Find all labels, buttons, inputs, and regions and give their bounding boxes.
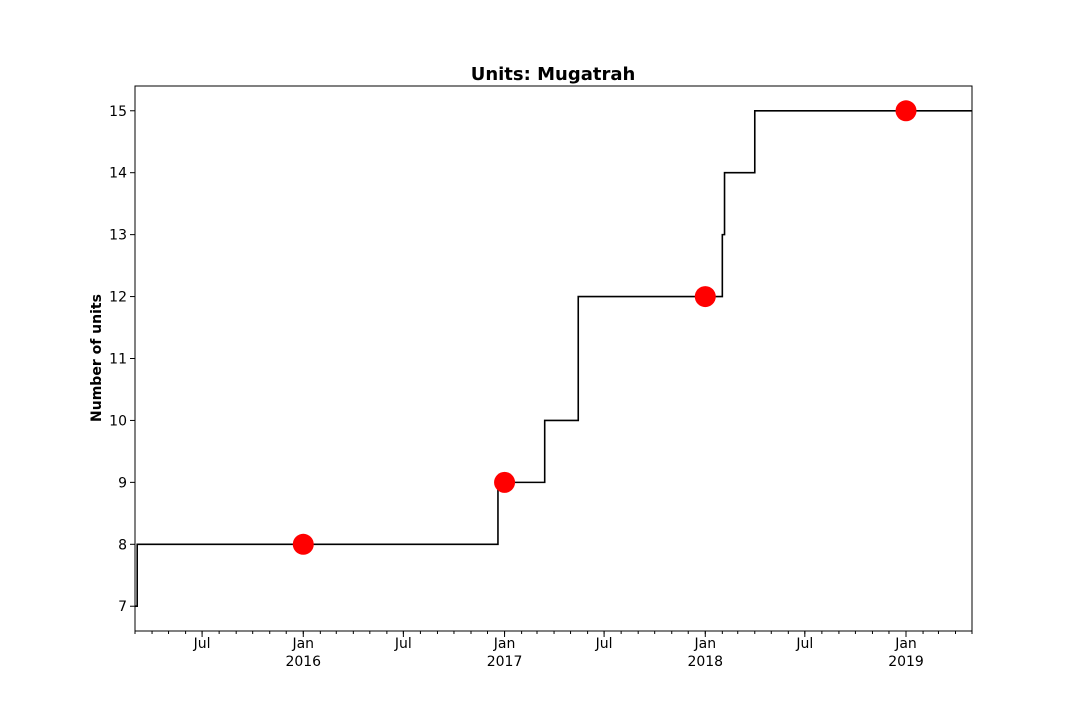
x-tick-label: Jan — [894, 636, 917, 652]
y-tick-label: 11 — [109, 352, 127, 368]
x-tick-year-label: 2019 — [888, 654, 924, 670]
x-tick-year-label: 2016 — [285, 654, 321, 670]
x-tick-year-label: 2017 — [487, 654, 523, 670]
x-tick-label: Jul — [595, 636, 613, 652]
x-tick-label: Jul — [193, 636, 211, 652]
step-line — [135, 109, 972, 608]
data-marker — [694, 286, 716, 308]
x-tick-year-label: 2018 — [687, 654, 723, 670]
y-tick-label: 9 — [118, 475, 127, 491]
data-marker — [292, 533, 314, 555]
y-tick-label: 14 — [109, 166, 127, 182]
plot-area: 7 8 9 10 11 12 13 14 15 Jul Jan 2016 Jul Jan 2017 Jul Ja… — [109, 100, 973, 670]
y-tick-label: 8 — [118, 537, 127, 553]
y-tick-label: 13 — [109, 228, 127, 244]
x-tick-label: Jan — [291, 636, 314, 652]
y-axis-label: Number of units — [89, 294, 105, 422]
y-tick-label: 10 — [109, 413, 127, 429]
plot-frame — [134, 85, 973, 632]
y-tick-label: 7 — [118, 599, 127, 615]
x-tick-label: Jan — [693, 636, 716, 652]
chart-title: Units: Mugatrah — [471, 64, 636, 85]
x-tick-label: Jan — [493, 636, 516, 652]
x-tick-label: Jul — [394, 636, 412, 652]
y-tick-label: 12 — [109, 290, 127, 306]
y-tick-label: 15 — [109, 104, 127, 120]
data-marker — [494, 471, 516, 493]
x-tick-label: Jul — [795, 636, 813, 652]
data-marker — [895, 100, 917, 122]
